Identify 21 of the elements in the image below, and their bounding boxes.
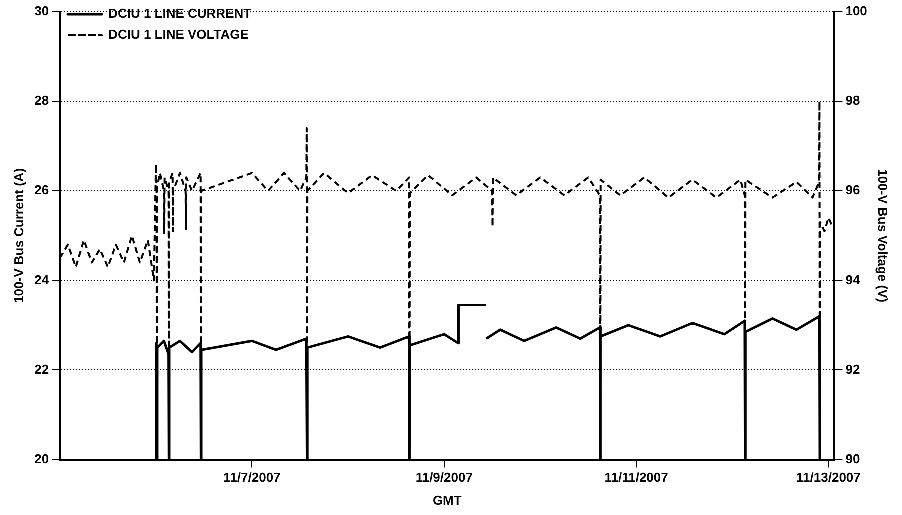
y2-tick-label: 92 (846, 362, 860, 377)
legend-label: DCIU 1 LINE VOLTAGE (108, 27, 250, 42)
x-tick-label: 11/11/2007 (604, 470, 668, 486)
y2-tick-label: 100 (846, 4, 868, 19)
x-tick-label: 11/7/2007 (224, 470, 281, 486)
y-axis-title: 100-V Bus Current (A) (11, 168, 26, 304)
y2-tick-label: 96 (846, 182, 860, 198)
y-tick-label: 30 (34, 4, 50, 19)
x-tick-label: 11/13/2007 (796, 470, 861, 486)
y2-axis-title: 100-V Bus Voltage (V) (876, 169, 891, 303)
x-axis-title: GMT (432, 492, 462, 508)
y-tick-label: 22 (34, 362, 50, 377)
y2-tick-label: 98 (846, 93, 860, 108)
y-tick-label: 20 (34, 451, 50, 466)
y2-tick-label: 94 (846, 272, 861, 288)
y2-tick-label: 90 (846, 451, 860, 466)
x-tick-label: 11/9/2007 (416, 470, 473, 486)
legend-label: DCIU 1 LINE CURRENT (108, 6, 252, 22)
y-tick-label: 28 (34, 93, 50, 108)
y-tick-label: 24 (34, 272, 50, 288)
y-tick-label: 26 (34, 182, 50, 198)
